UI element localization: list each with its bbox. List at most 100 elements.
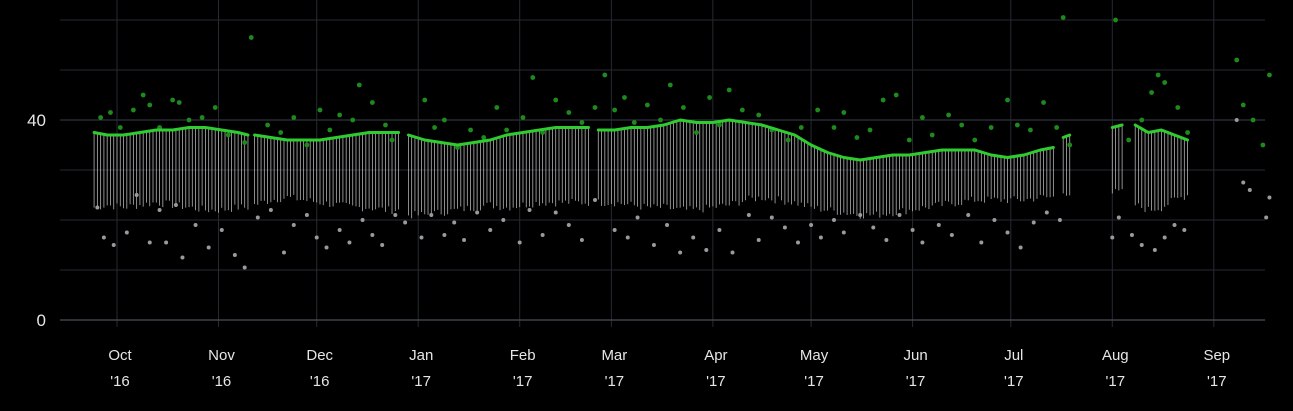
low-point	[380, 243, 385, 247]
low-point	[612, 228, 617, 232]
high-point	[265, 122, 271, 128]
low-point	[268, 208, 273, 212]
low-point	[242, 265, 247, 270]
low-point	[304, 213, 309, 217]
y-tick-label: 0	[37, 311, 46, 330]
high-point	[186, 117, 192, 123]
trend-line-segment	[596, 118, 1055, 162]
low-point	[678, 250, 683, 255]
low-point	[1241, 180, 1246, 185]
low-point	[979, 240, 984, 245]
high-point	[959, 122, 965, 128]
high-point	[831, 125, 837, 130]
high-point	[579, 120, 585, 125]
low-point	[527, 208, 532, 212]
low-point	[442, 233, 447, 237]
high-point	[756, 112, 762, 118]
high-point	[337, 112, 343, 118]
trend-line-segment	[1061, 133, 1072, 139]
high-point	[667, 82, 673, 88]
high-point	[612, 107, 618, 113]
high-point	[1060, 15, 1066, 20]
low-point	[173, 203, 178, 207]
x-tick-month-label: May	[800, 347, 829, 364]
low-point	[1267, 195, 1272, 200]
high-point	[494, 105, 500, 110]
low-point	[1129, 233, 1134, 237]
low-point	[1116, 215, 1121, 220]
low-point	[717, 228, 722, 232]
high-point	[176, 100, 182, 105]
x-tick-year-label: '17	[804, 373, 824, 390]
high-point	[432, 125, 437, 130]
low-point	[871, 225, 876, 230]
low-point	[691, 235, 696, 240]
high-point	[1139, 117, 1145, 123]
low-point	[1110, 235, 1115, 240]
x-tick-month-label: Dec	[306, 347, 333, 364]
low-point	[884, 238, 889, 242]
high-point	[1028, 127, 1033, 133]
x-tick-month-label: Nov	[208, 347, 235, 364]
high-point	[1041, 100, 1046, 105]
low-point	[124, 230, 129, 235]
high-point	[1067, 142, 1073, 148]
low-point	[920, 240, 925, 245]
low-point	[782, 225, 787, 230]
low-point	[936, 223, 941, 227]
high-point	[717, 122, 722, 128]
low-point	[291, 223, 296, 227]
low-point	[1234, 118, 1239, 122]
low-point	[255, 215, 260, 220]
x-tick-year-label: '17	[1004, 373, 1024, 390]
high-point	[147, 102, 153, 108]
high-point	[130, 107, 136, 113]
high-point	[841, 110, 847, 115]
low-point	[966, 213, 971, 217]
high-point	[622, 95, 627, 100]
high-point	[893, 92, 899, 98]
low-point	[635, 215, 640, 220]
high-point	[383, 122, 388, 128]
low-point	[1005, 230, 1010, 235]
high-point	[242, 140, 248, 145]
high-point	[988, 125, 994, 130]
low-point	[1182, 228, 1187, 232]
low-point	[769, 215, 774, 220]
high-point	[553, 97, 559, 103]
low-point	[704, 248, 709, 252]
high-point	[592, 105, 598, 110]
low-point	[393, 213, 398, 217]
low-point	[1018, 245, 1023, 250]
x-tick-month-label: Jan	[409, 347, 433, 364]
high-point	[369, 100, 375, 105]
high-point	[1113, 17, 1118, 23]
low-point	[858, 213, 863, 217]
high-point	[481, 135, 487, 140]
x-tick-year-label: '16	[110, 373, 130, 390]
high-point	[1175, 105, 1181, 110]
high-point	[291, 115, 297, 120]
low-point	[1044, 210, 1049, 215]
x-tick-year-label: '17	[1207, 373, 1227, 390]
low-point	[517, 240, 522, 245]
low-point	[347, 240, 352, 245]
high-point	[1126, 137, 1132, 143]
high-point	[1234, 57, 1240, 63]
low-point	[488, 228, 493, 232]
high-point	[1162, 80, 1168, 85]
trend-line-segment	[406, 126, 590, 147]
high-point	[199, 115, 205, 120]
low-point	[419, 235, 424, 240]
high-point	[304, 142, 310, 148]
low-point	[111, 243, 116, 247]
low-point	[809, 223, 814, 227]
high-point	[350, 117, 356, 123]
high-point	[644, 102, 650, 108]
low-point	[540, 233, 545, 237]
low-point	[579, 238, 584, 242]
high-point	[920, 115, 925, 120]
trend-line-segment	[92, 126, 250, 137]
high-point	[1240, 102, 1246, 108]
